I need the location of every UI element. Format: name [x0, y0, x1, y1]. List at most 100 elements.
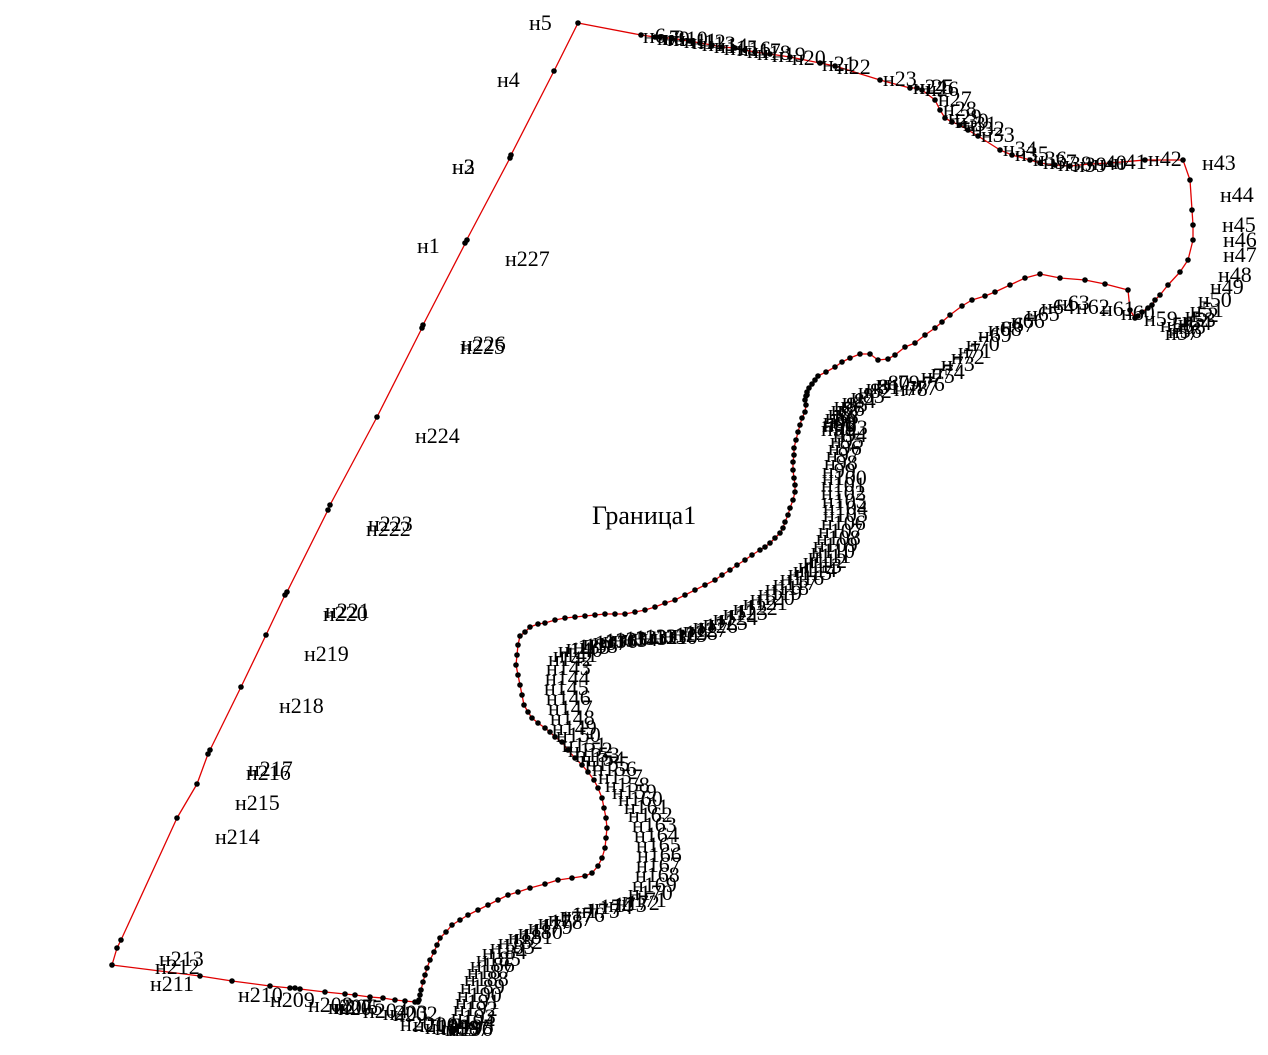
boundary-segment [376, 327, 423, 418]
boundary-point [752, 49, 758, 55]
point-label: н100 [822, 465, 867, 490]
boundary-point [727, 567, 733, 573]
boundary-point [782, 519, 788, 525]
boundary-point [552, 617, 558, 623]
boundary-point [832, 63, 838, 69]
boundary-segment [111, 947, 118, 966]
point-label: н29 [948, 104, 982, 129]
boundary-point [1125, 287, 1131, 293]
boundary-point [601, 805, 607, 811]
point-label: н110 [811, 538, 855, 563]
boundary-point [325, 507, 331, 513]
boundary-point [787, 505, 793, 511]
point-label: н92 [823, 411, 857, 436]
point-label: н125 [703, 610, 748, 635]
boundary-point [1132, 315, 1138, 321]
point-label: н181 [508, 924, 553, 949]
point-label: н205 [338, 995, 383, 1020]
point-label: н178 [538, 909, 583, 934]
boundary-point [1057, 275, 1063, 281]
point-label: н221 [325, 598, 370, 623]
boundary-point [932, 97, 938, 103]
boundary-segment [1182, 159, 1191, 181]
point-label: н77 [904, 375, 938, 400]
boundary-point [263, 632, 269, 638]
boundary-point [969, 297, 975, 303]
point-label: н51 [1190, 297, 1224, 322]
point-label: н176 [560, 902, 605, 927]
boundary-segment [1089, 162, 1111, 165]
boundary-point [975, 133, 981, 139]
boundary-point [742, 47, 748, 53]
boundary-segment [510, 70, 555, 156]
boundary-point [569, 875, 575, 881]
boundary-point [380, 995, 386, 1001]
boundary-point [1082, 277, 1088, 283]
point-label: н150 [556, 722, 601, 747]
boundary-point [877, 77, 883, 83]
point-label: н15 [724, 35, 758, 60]
point-label: н54 [1178, 310, 1212, 335]
boundary-point [669, 35, 675, 41]
boundary-point [777, 530, 783, 536]
point-label: н165 [636, 832, 681, 857]
point-label: н39 [1073, 152, 1107, 177]
point-label: н207 [328, 994, 373, 1019]
point-label: н182 [498, 929, 543, 954]
point-label: н115 [788, 560, 832, 585]
boundary-point [767, 540, 773, 546]
point-label: н36 [1033, 146, 1067, 171]
boundary-point [792, 482, 798, 488]
point-label: н103 [822, 488, 867, 513]
point-label: н18 [757, 40, 791, 65]
point-label: н151 [562, 732, 607, 757]
boundary-point [420, 979, 426, 985]
boundary-point [652, 604, 658, 610]
boundary-point [947, 312, 953, 318]
boundary-segment [324, 991, 346, 995]
boundary-point [572, 614, 578, 620]
boundary-point [742, 557, 748, 563]
boundary-segment [1189, 179, 1193, 211]
boundary-point [832, 364, 838, 370]
boundary-point [804, 392, 810, 398]
point-label: н17 [747, 38, 781, 63]
point-label: н164 [634, 822, 679, 847]
boundary-point [517, 682, 523, 688]
boundary-point [595, 785, 601, 791]
boundary-point [902, 344, 908, 350]
boundary-point [585, 769, 591, 775]
point-label: н173 [602, 892, 647, 917]
boundary-point [997, 147, 1003, 153]
point-label: н142 [548, 646, 593, 671]
boundary-point [342, 991, 348, 997]
point-label: н85 [834, 392, 868, 417]
boundary-point [485, 902, 491, 908]
boundary-point [785, 512, 791, 518]
boundary-segment [422, 239, 468, 326]
boundary-point [767, 51, 773, 57]
boundary-point [1102, 281, 1108, 287]
point-label: н6 [643, 23, 666, 48]
boundary-point [449, 922, 455, 928]
point-label: н219 [304, 641, 349, 666]
boundary-point [857, 351, 863, 357]
boundary-segment [1084, 279, 1106, 285]
point-label: н130 [653, 624, 698, 649]
point-label: н38 [1058, 151, 1092, 176]
point-label: н148 [550, 705, 595, 730]
boundary-segment [769, 53, 791, 58]
point-label: н107 [818, 518, 863, 543]
boundary-point [422, 972, 428, 978]
point-label: н22 [837, 54, 871, 79]
point-label: н78 [894, 376, 928, 401]
point-label: н184 [482, 939, 527, 964]
point-label: н114 [793, 557, 837, 582]
boundary-point [374, 414, 380, 420]
point-label: н5 [529, 10, 552, 35]
point-label: н7 [657, 25, 680, 50]
boundary-point [762, 544, 768, 550]
point-label: н193 [451, 1004, 496, 1029]
point-label: н136 [593, 628, 638, 653]
point-label: н109 [813, 532, 858, 557]
